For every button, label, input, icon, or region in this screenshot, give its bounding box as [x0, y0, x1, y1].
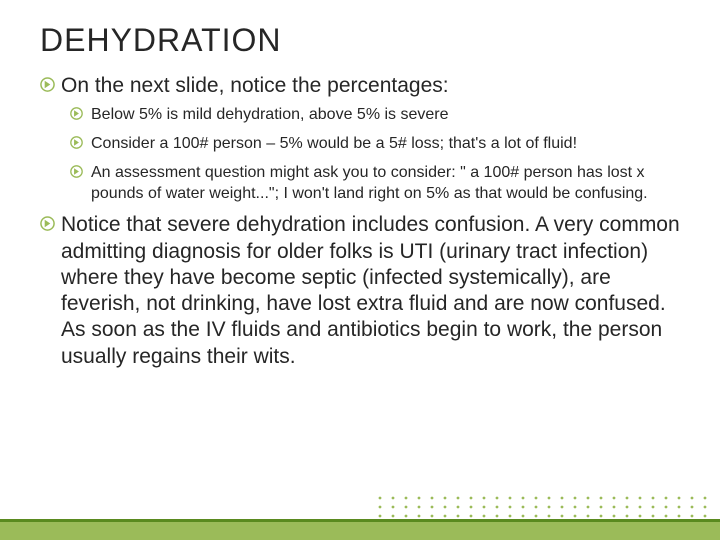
bullet-text: Consider a 100# person – 5% would be a 5…	[91, 134, 577, 155]
bullet-level2: An assessment question might ask you to …	[70, 163, 680, 205]
arrow-bullet-icon	[70, 136, 83, 149]
slide: DEHYDRATION On the next slide, notice th…	[0, 0, 720, 540]
arrow-bullet-icon	[70, 165, 83, 178]
bullet-text: Below 5% is mild dehydration, above 5% i…	[91, 105, 449, 126]
arrow-bullet-icon	[40, 216, 55, 231]
arrow-bullet-icon	[70, 107, 83, 120]
slide-title: DEHYDRATION	[40, 22, 680, 59]
bullet-text: On the next slide, notice the percentage…	[61, 73, 449, 99]
bullet-text: Notice that severe dehydration includes …	[61, 212, 680, 370]
bullet-level1: On the next slide, notice the percentage…	[40, 73, 680, 99]
arrow-bullet-icon	[40, 77, 55, 92]
bullet-text: An assessment question might ask you to …	[91, 163, 670, 205]
bullet-level2: Below 5% is mild dehydration, above 5% i…	[70, 105, 680, 126]
bullet-level2: Consider a 100# person – 5% would be a 5…	[70, 134, 680, 155]
slide-decoration	[0, 460, 720, 540]
bullet-level1: Notice that severe dehydration includes …	[40, 212, 680, 370]
